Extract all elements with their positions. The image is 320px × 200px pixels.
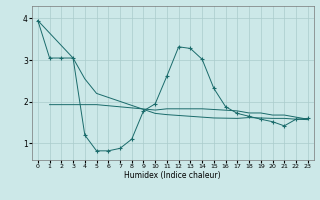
X-axis label: Humidex (Indice chaleur): Humidex (Indice chaleur): [124, 171, 221, 180]
